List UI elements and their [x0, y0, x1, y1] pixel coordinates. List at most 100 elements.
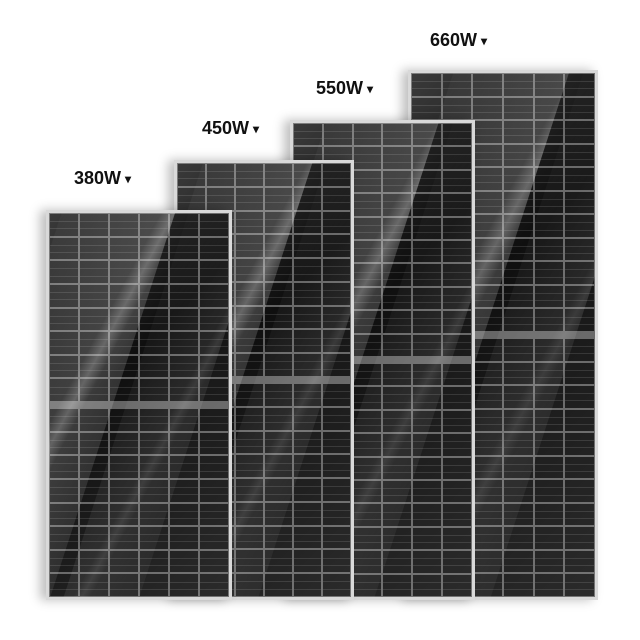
- panel-cell: [472, 338, 503, 362]
- panel-cell: [412, 503, 442, 526]
- panel-cell: [235, 549, 264, 573]
- panel-cell: [235, 353, 264, 377]
- panel-cell: [322, 353, 351, 377]
- panel-cell: [79, 503, 109, 527]
- panel-cell: [442, 193, 472, 216]
- panel-cell: [235, 573, 264, 597]
- panel-cell: [199, 284, 229, 308]
- panel-cell: [472, 308, 503, 332]
- panel-cell: [382, 146, 412, 169]
- panel-cell: [442, 433, 472, 456]
- panel-cell: [169, 378, 199, 402]
- panel-cell: [235, 234, 264, 258]
- panel-cell: [472, 120, 503, 144]
- panel-cell: [564, 97, 595, 121]
- panel-cell: [49, 355, 79, 379]
- panel-cell: [472, 97, 503, 121]
- panel-cell: [139, 432, 169, 456]
- wattage-label-text: 550W: [316, 78, 363, 98]
- panel-cell: [503, 261, 534, 285]
- panel-cell: [534, 526, 565, 550]
- panel-cell: [322, 187, 351, 211]
- panel-cell: [382, 503, 412, 526]
- panel-cell: [199, 308, 229, 332]
- panel-cell: [264, 573, 293, 597]
- panel-cell: [199, 408, 229, 432]
- panel-cell: [293, 163, 322, 187]
- wattage-label-p660[interactable]: 660W▾: [430, 30, 487, 51]
- panel-cell: [235, 163, 264, 187]
- panel-cell: [534, 550, 565, 574]
- panel-cell: [353, 550, 383, 573]
- panel-cell: [564, 573, 595, 597]
- panel-cell: [109, 526, 139, 550]
- panel-cell: [169, 432, 199, 456]
- panel-cell: [235, 407, 264, 431]
- panel-cell: [322, 282, 351, 306]
- panel-cell: [564, 285, 595, 309]
- panel-cell: [472, 409, 503, 433]
- panel-cell: [293, 526, 322, 550]
- panel-cell: [412, 480, 442, 503]
- panel-cell: [293, 549, 322, 573]
- panel-cell: [322, 163, 351, 187]
- panel-cell: [49, 237, 79, 261]
- panel-cell: [235, 282, 264, 306]
- panel-cell: [264, 502, 293, 526]
- panel-cell: [442, 363, 472, 386]
- panel-cell: [382, 170, 412, 193]
- panel-cell: [199, 503, 229, 527]
- panel-cell: [442, 73, 473, 97]
- panel-cell: [442, 574, 472, 597]
- panel-cell: [503, 73, 534, 97]
- panel-cell: [382, 457, 412, 480]
- panel-cell: [564, 479, 595, 503]
- panel-cell: [235, 454, 264, 478]
- panel-cell: [79, 355, 109, 379]
- panel-cell: [293, 234, 322, 258]
- panel-cell: [564, 191, 595, 215]
- panel-cell: [472, 191, 503, 215]
- panel-cell: [293, 502, 322, 526]
- panel-cell: [534, 97, 565, 121]
- panel-cell: [503, 338, 534, 362]
- panel-cell: [264, 526, 293, 550]
- panel-cell: [264, 234, 293, 258]
- panel-cell: [264, 258, 293, 282]
- panel-cell: [382, 263, 412, 286]
- panel-cell: [412, 363, 442, 386]
- panel-cell: [353, 386, 383, 409]
- panel-cell: [169, 308, 199, 332]
- solar-panel-p380: [46, 210, 232, 600]
- wattage-label-p450[interactable]: 450W▾: [202, 118, 259, 139]
- panel-cell: [534, 456, 565, 480]
- panel-cell: [382, 480, 412, 503]
- panel-cell: [564, 362, 595, 386]
- panel-cell: [412, 193, 442, 216]
- panel-cell: [139, 237, 169, 261]
- panel-cell: [322, 478, 351, 502]
- panel-cell: [564, 144, 595, 168]
- panel-cell: [293, 211, 322, 235]
- panel-cell: [503, 432, 534, 456]
- panel-cell: [564, 73, 595, 97]
- panel-cell: [472, 214, 503, 238]
- panel-cell: [322, 383, 351, 407]
- panel-cell: [472, 238, 503, 262]
- panel-cell: [534, 362, 565, 386]
- panel-cell: [412, 550, 442, 573]
- wattage-label-p380[interactable]: 380W▾: [74, 168, 131, 189]
- panel-cell: [382, 363, 412, 386]
- panel-cell: [199, 378, 229, 402]
- panel-cell: [503, 479, 534, 503]
- panel-cell: [503, 285, 534, 309]
- panel-cell: [322, 407, 351, 431]
- panel-cell: [353, 410, 383, 433]
- panel-cell: [199, 432, 229, 456]
- panel-cell: [564, 338, 595, 362]
- wattage-label-p550[interactable]: 550W▾: [316, 78, 373, 99]
- panel-cell: [79, 432, 109, 456]
- panel-cell: [503, 362, 534, 386]
- panel-cell: [293, 282, 322, 306]
- panel-cell: [199, 526, 229, 550]
